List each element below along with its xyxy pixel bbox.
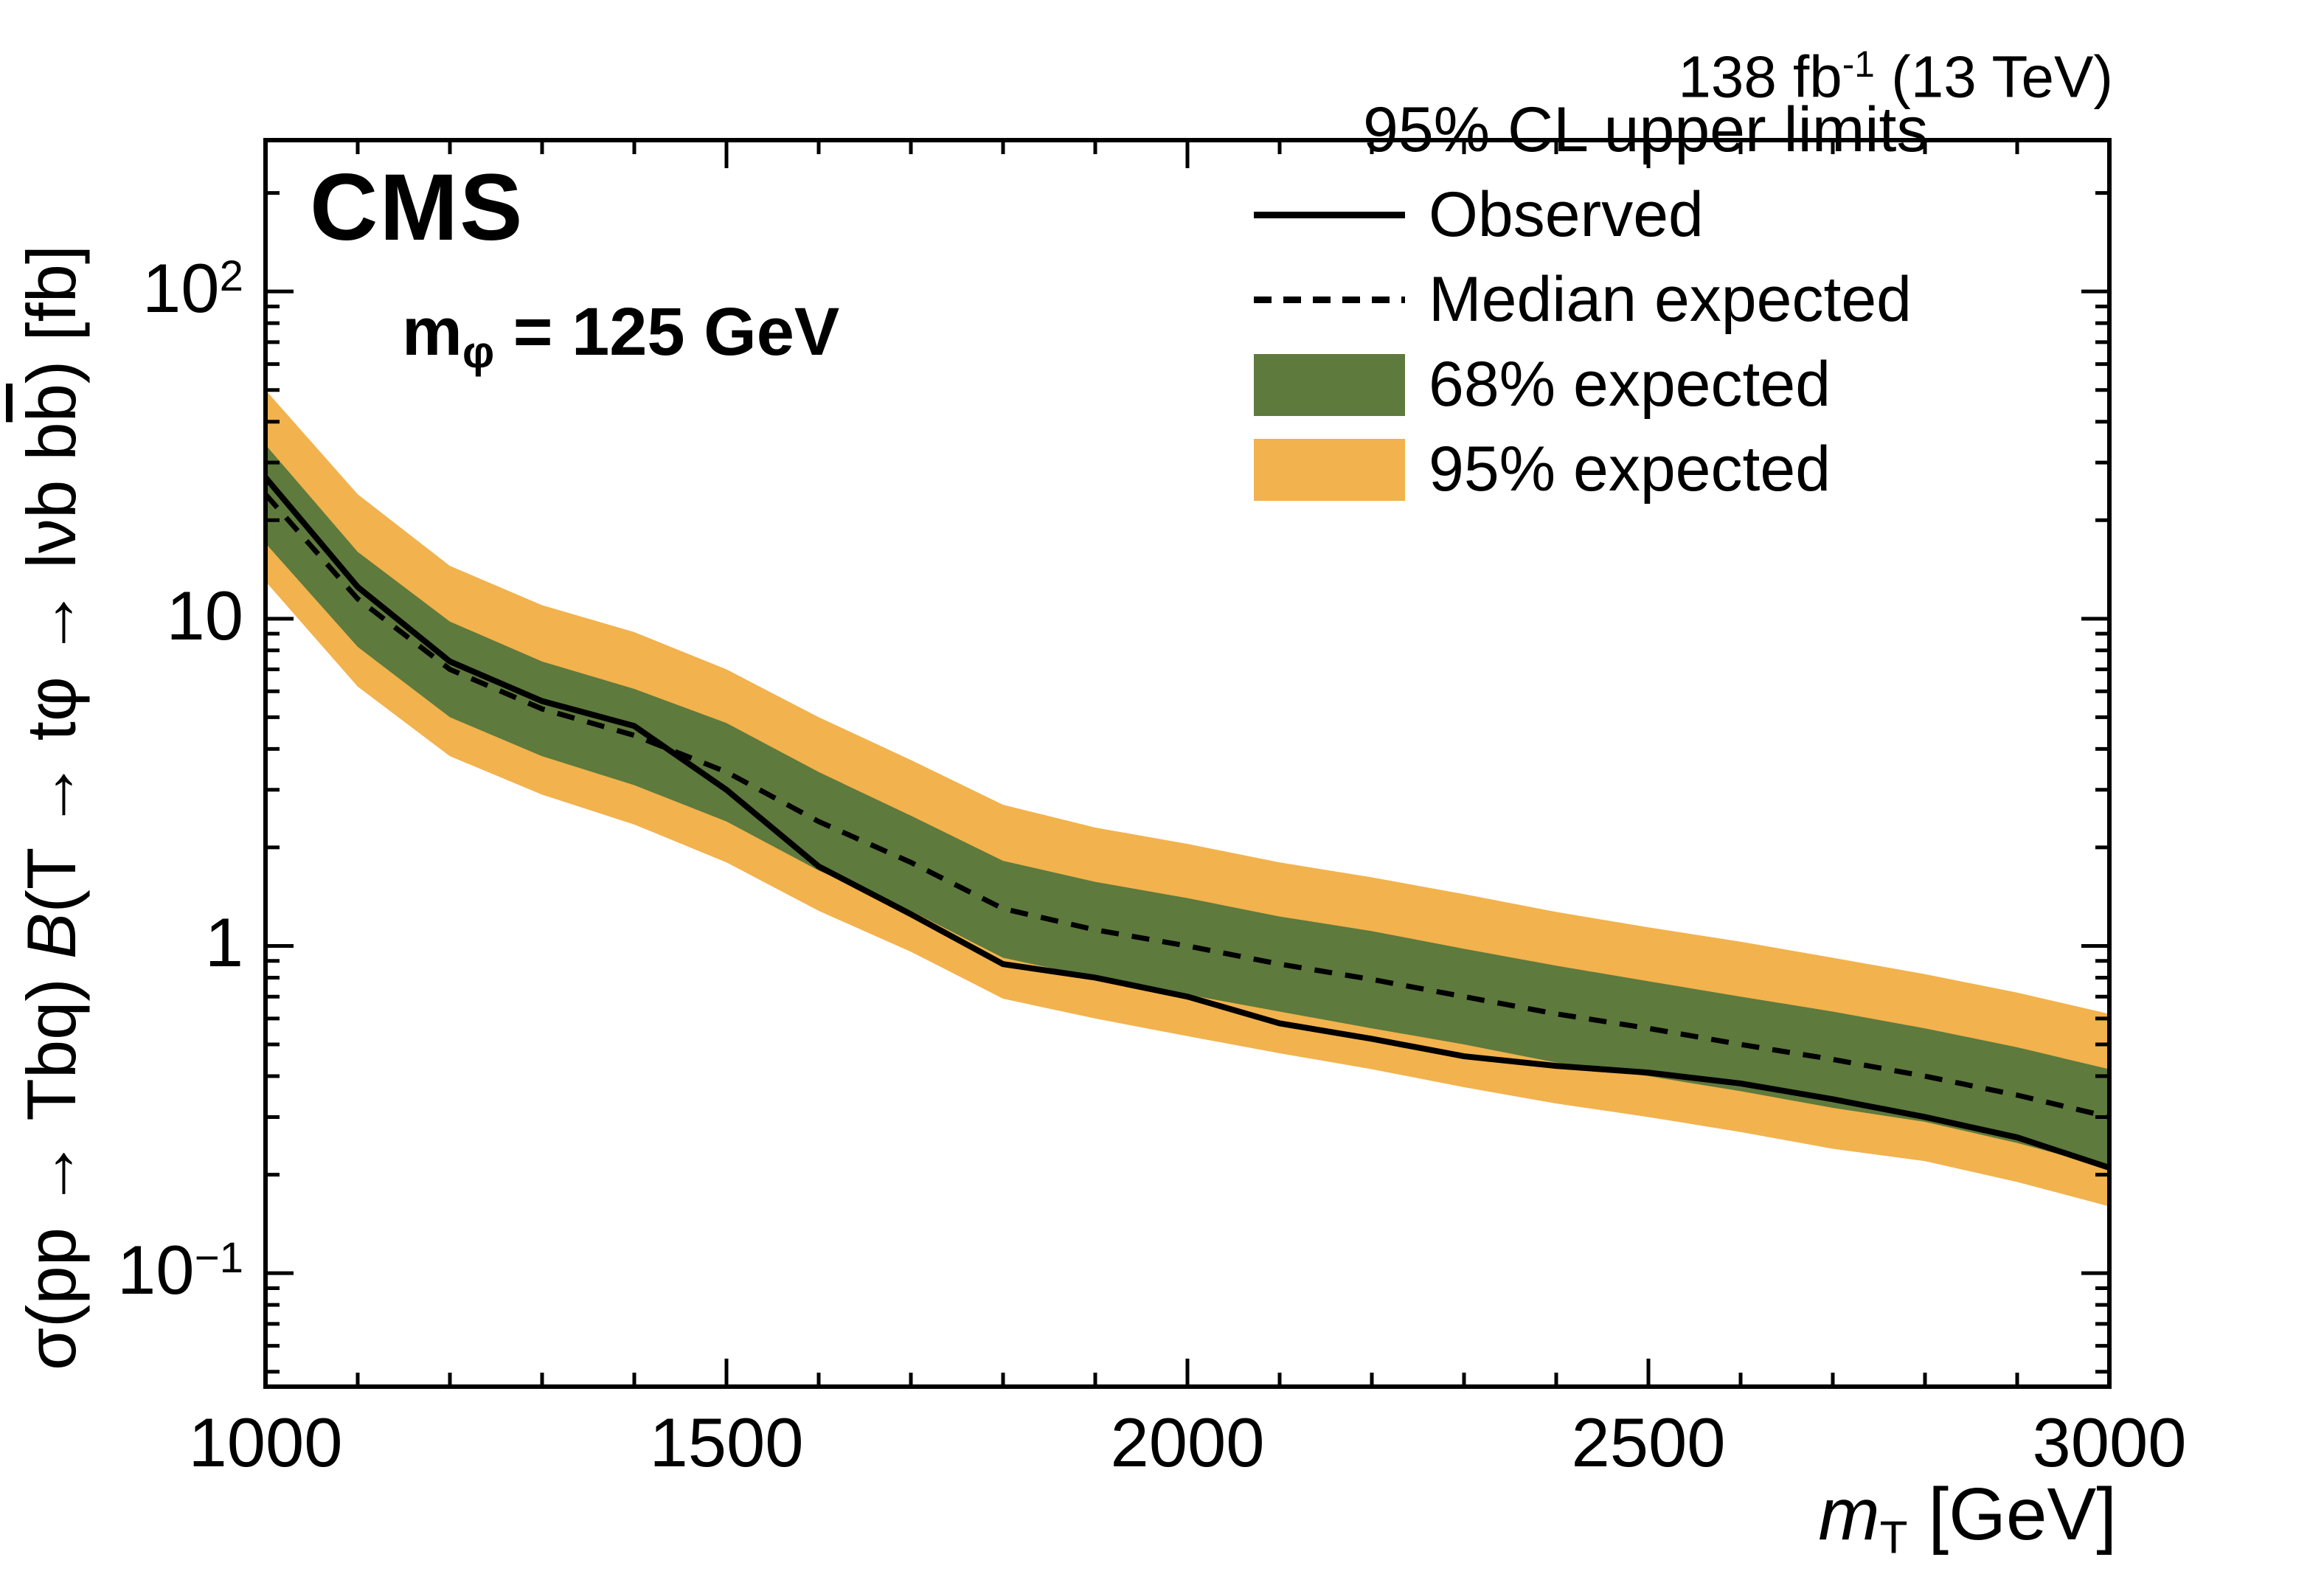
x-axis-symbol: m	[1818, 1473, 1880, 1556]
x-tick-label: 2000	[1110, 1404, 1265, 1481]
legend-title: 95% CL upper limits	[1363, 94, 1929, 165]
y-axis-title: σ(pp → Tbq) B(T → tφ → lνb bb) [fb]	[12, 245, 91, 1370]
lumi-label: 138 fb-1 (13 TeV)	[1678, 43, 2113, 111]
legend-label-95-expected: 95% expected	[1429, 434, 1831, 505]
axis-ticks	[263, 140, 2112, 1387]
x-axis-title: mT [GeV]	[1818, 1472, 2117, 1564]
legend-entry-median-expected: Median expected	[1254, 257, 2139, 342]
x-tick-label: 1000	[188, 1404, 343, 1481]
mass-value: = 125 GeV	[494, 294, 840, 370]
mass-symbol: m	[402, 294, 462, 370]
mass-subscript: φ	[462, 327, 495, 377]
median-expected-line-sample	[1254, 297, 1405, 303]
band-68-swatch	[1254, 353, 1405, 416]
band-95-swatch	[1254, 438, 1405, 501]
x-axis-subscript: T	[1879, 1512, 1908, 1564]
x-tick-label: 3000	[2032, 1404, 2187, 1481]
lumi-exponent: -1	[1842, 44, 1875, 85]
legend-entry-95-expected: 95% expected	[1254, 427, 2139, 512]
x-tick-label: 2500	[1571, 1404, 1726, 1481]
y-tick-label: 102	[142, 249, 243, 327]
x-axis-units: [GeV]	[1907, 1473, 2117, 1556]
y-title-branching-symbol: B	[13, 912, 90, 960]
legend-label-68-expected: 68% expected	[1429, 349, 1831, 420]
legend-entry-68-expected: 68% expected	[1254, 342, 2139, 427]
y-tick-label: 10−1	[117, 1231, 243, 1309]
lumi-suffix: (13 TeV)	[1874, 44, 2113, 110]
mass-hypothesis-label: mφ = 125 GeV	[402, 294, 839, 378]
median-expected-line	[263, 492, 2110, 1120]
legend-label-observed: Observed	[1429, 179, 1704, 250]
lumi-prefix: 138 fb	[1678, 44, 1842, 110]
y-title-bbar: b	[13, 384, 90, 423]
observed-limit-line	[263, 475, 2111, 1171]
band-68-expected	[266, 445, 2109, 1168]
y-title-part3: ) [fb]	[13, 245, 90, 384]
legend: 95% CL upper limits Observed Median expe…	[1254, 87, 2139, 512]
x-tick-label: 1500	[649, 1404, 804, 1481]
experiment-label: CMS	[310, 155, 524, 260]
y-title-part1: σ(pp → Tbq)	[13, 959, 90, 1370]
legend-entry-observed: Observed	[1254, 173, 2139, 257]
y-tick-label: 1	[204, 904, 243, 982]
observed-line-sample	[1254, 212, 1405, 218]
legend-label-median-expected: Median expected	[1429, 264, 1912, 335]
y-title-part2: (T → tφ → lνb b	[13, 422, 90, 913]
y-tick-label: 10	[166, 576, 243, 654]
